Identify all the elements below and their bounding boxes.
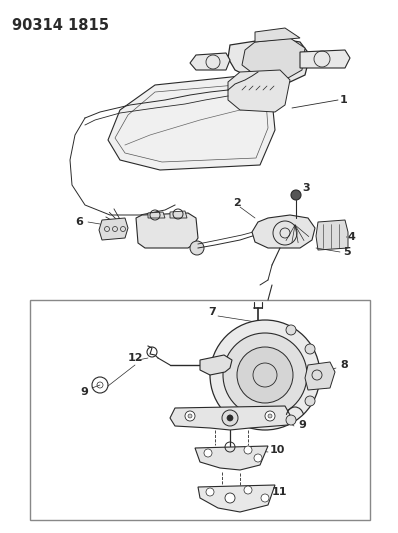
Circle shape xyxy=(254,454,262,462)
Circle shape xyxy=(291,190,301,200)
Text: 90314 1815: 90314 1815 xyxy=(12,18,109,33)
Polygon shape xyxy=(99,218,128,240)
Circle shape xyxy=(305,344,315,354)
Circle shape xyxy=(227,415,233,421)
Circle shape xyxy=(244,486,252,494)
Circle shape xyxy=(185,411,195,421)
Text: 5: 5 xyxy=(343,247,351,257)
Bar xyxy=(30,300,370,520)
Circle shape xyxy=(265,411,275,421)
Circle shape xyxy=(210,320,320,430)
Polygon shape xyxy=(170,406,290,430)
Text: 6: 6 xyxy=(75,217,83,227)
Polygon shape xyxy=(255,28,300,42)
Text: 9: 9 xyxy=(80,387,88,397)
Text: 10: 10 xyxy=(270,445,285,455)
Circle shape xyxy=(286,415,296,425)
Circle shape xyxy=(223,333,307,417)
Text: 9: 9 xyxy=(298,420,306,430)
Polygon shape xyxy=(170,211,187,218)
Polygon shape xyxy=(300,50,350,68)
Circle shape xyxy=(237,347,293,403)
Circle shape xyxy=(206,488,214,496)
Circle shape xyxy=(228,415,232,419)
Circle shape xyxy=(190,241,204,255)
Polygon shape xyxy=(136,213,198,248)
Circle shape xyxy=(261,494,269,502)
Circle shape xyxy=(188,414,192,418)
Polygon shape xyxy=(228,70,290,112)
Text: 7: 7 xyxy=(208,307,216,317)
Polygon shape xyxy=(305,362,335,390)
Circle shape xyxy=(222,410,238,426)
Polygon shape xyxy=(316,220,348,250)
Circle shape xyxy=(244,446,252,454)
Polygon shape xyxy=(108,75,275,170)
Circle shape xyxy=(204,449,212,457)
Text: 12: 12 xyxy=(128,353,144,363)
Circle shape xyxy=(225,493,235,503)
Circle shape xyxy=(305,396,315,406)
Circle shape xyxy=(286,325,296,335)
Polygon shape xyxy=(190,53,230,70)
Circle shape xyxy=(312,370,322,380)
Polygon shape xyxy=(198,485,275,512)
Text: 3: 3 xyxy=(302,183,310,193)
Polygon shape xyxy=(148,212,165,218)
Polygon shape xyxy=(228,38,310,82)
Text: 2: 2 xyxy=(233,198,241,208)
Polygon shape xyxy=(242,38,305,78)
Circle shape xyxy=(268,414,272,418)
Polygon shape xyxy=(200,355,232,375)
Text: 4: 4 xyxy=(348,232,356,242)
Text: 11: 11 xyxy=(272,487,287,497)
Polygon shape xyxy=(252,215,315,248)
Circle shape xyxy=(225,412,235,422)
Text: 1: 1 xyxy=(340,95,348,105)
Text: 8: 8 xyxy=(340,360,348,370)
Polygon shape xyxy=(195,446,268,470)
